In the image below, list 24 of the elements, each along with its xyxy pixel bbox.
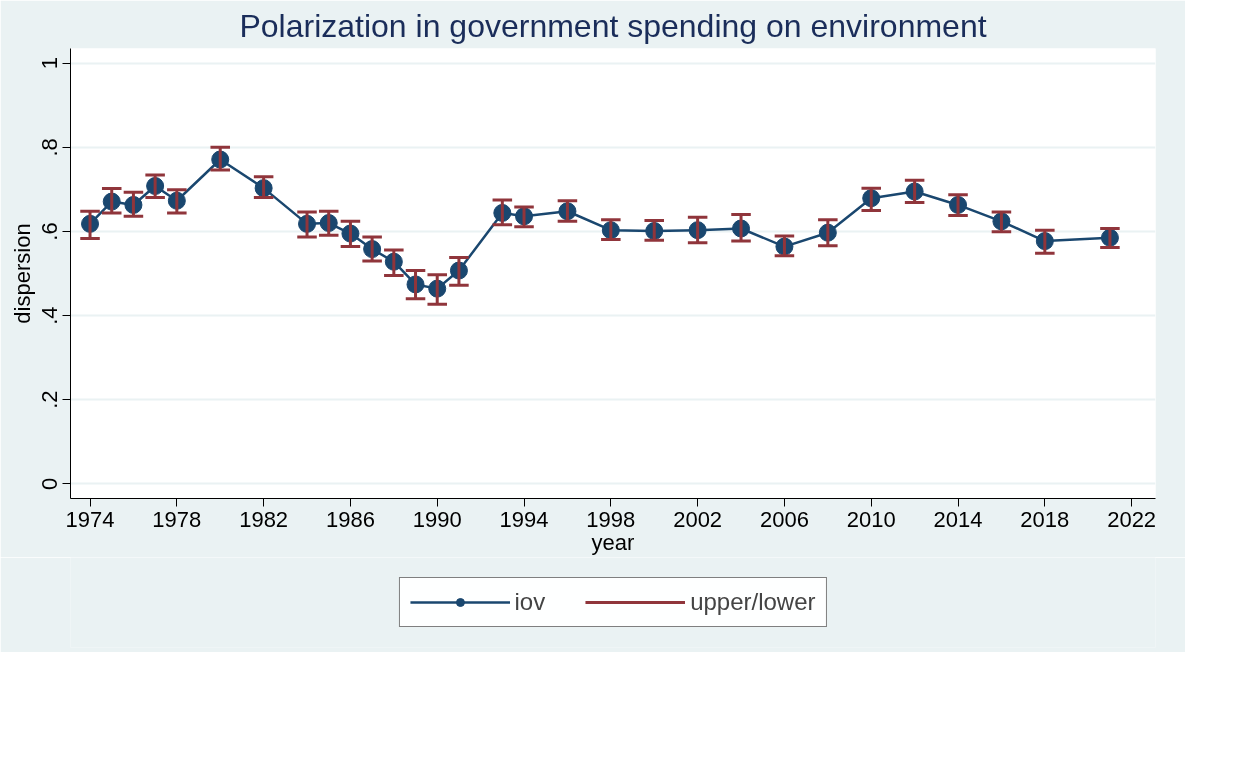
y-tick-label: .8	[37, 138, 63, 157]
x-tick-label: 1974	[65, 506, 115, 532]
chart-title: Polarization in government spending on environment	[239, 7, 987, 44]
y-tick-label: .6	[37, 222, 63, 241]
x-tick-label: 2002	[673, 506, 723, 532]
x-tick-label: 1998	[586, 506, 636, 532]
x-tick-label: 1982	[239, 506, 289, 532]
y-tick-label: .4	[37, 306, 63, 325]
y-tick-label: 0	[37, 477, 63, 490]
y-tick-label: 1	[37, 57, 63, 70]
x-tick-label: 1994	[499, 506, 549, 532]
x-tick-label: 1990	[412, 506, 462, 532]
y-tick-label: .2	[37, 390, 63, 409]
legend-label: iov	[514, 588, 546, 616]
x-tick-label: 2014	[933, 506, 983, 532]
x-tick-label: 2010	[846, 506, 896, 532]
x-tick-label: 2018	[1020, 506, 1070, 532]
text: upper/lower	[690, 588, 816, 616]
x-tick-label: 2022	[1107, 506, 1157, 532]
x-axis-title: year	[591, 529, 635, 555]
x-tick-label: 1986	[325, 506, 375, 532]
y-axis-title: dispersion	[9, 223, 35, 324]
x-tick-label: 2006	[759, 506, 809, 532]
x-tick-label: 1978	[152, 506, 202, 532]
